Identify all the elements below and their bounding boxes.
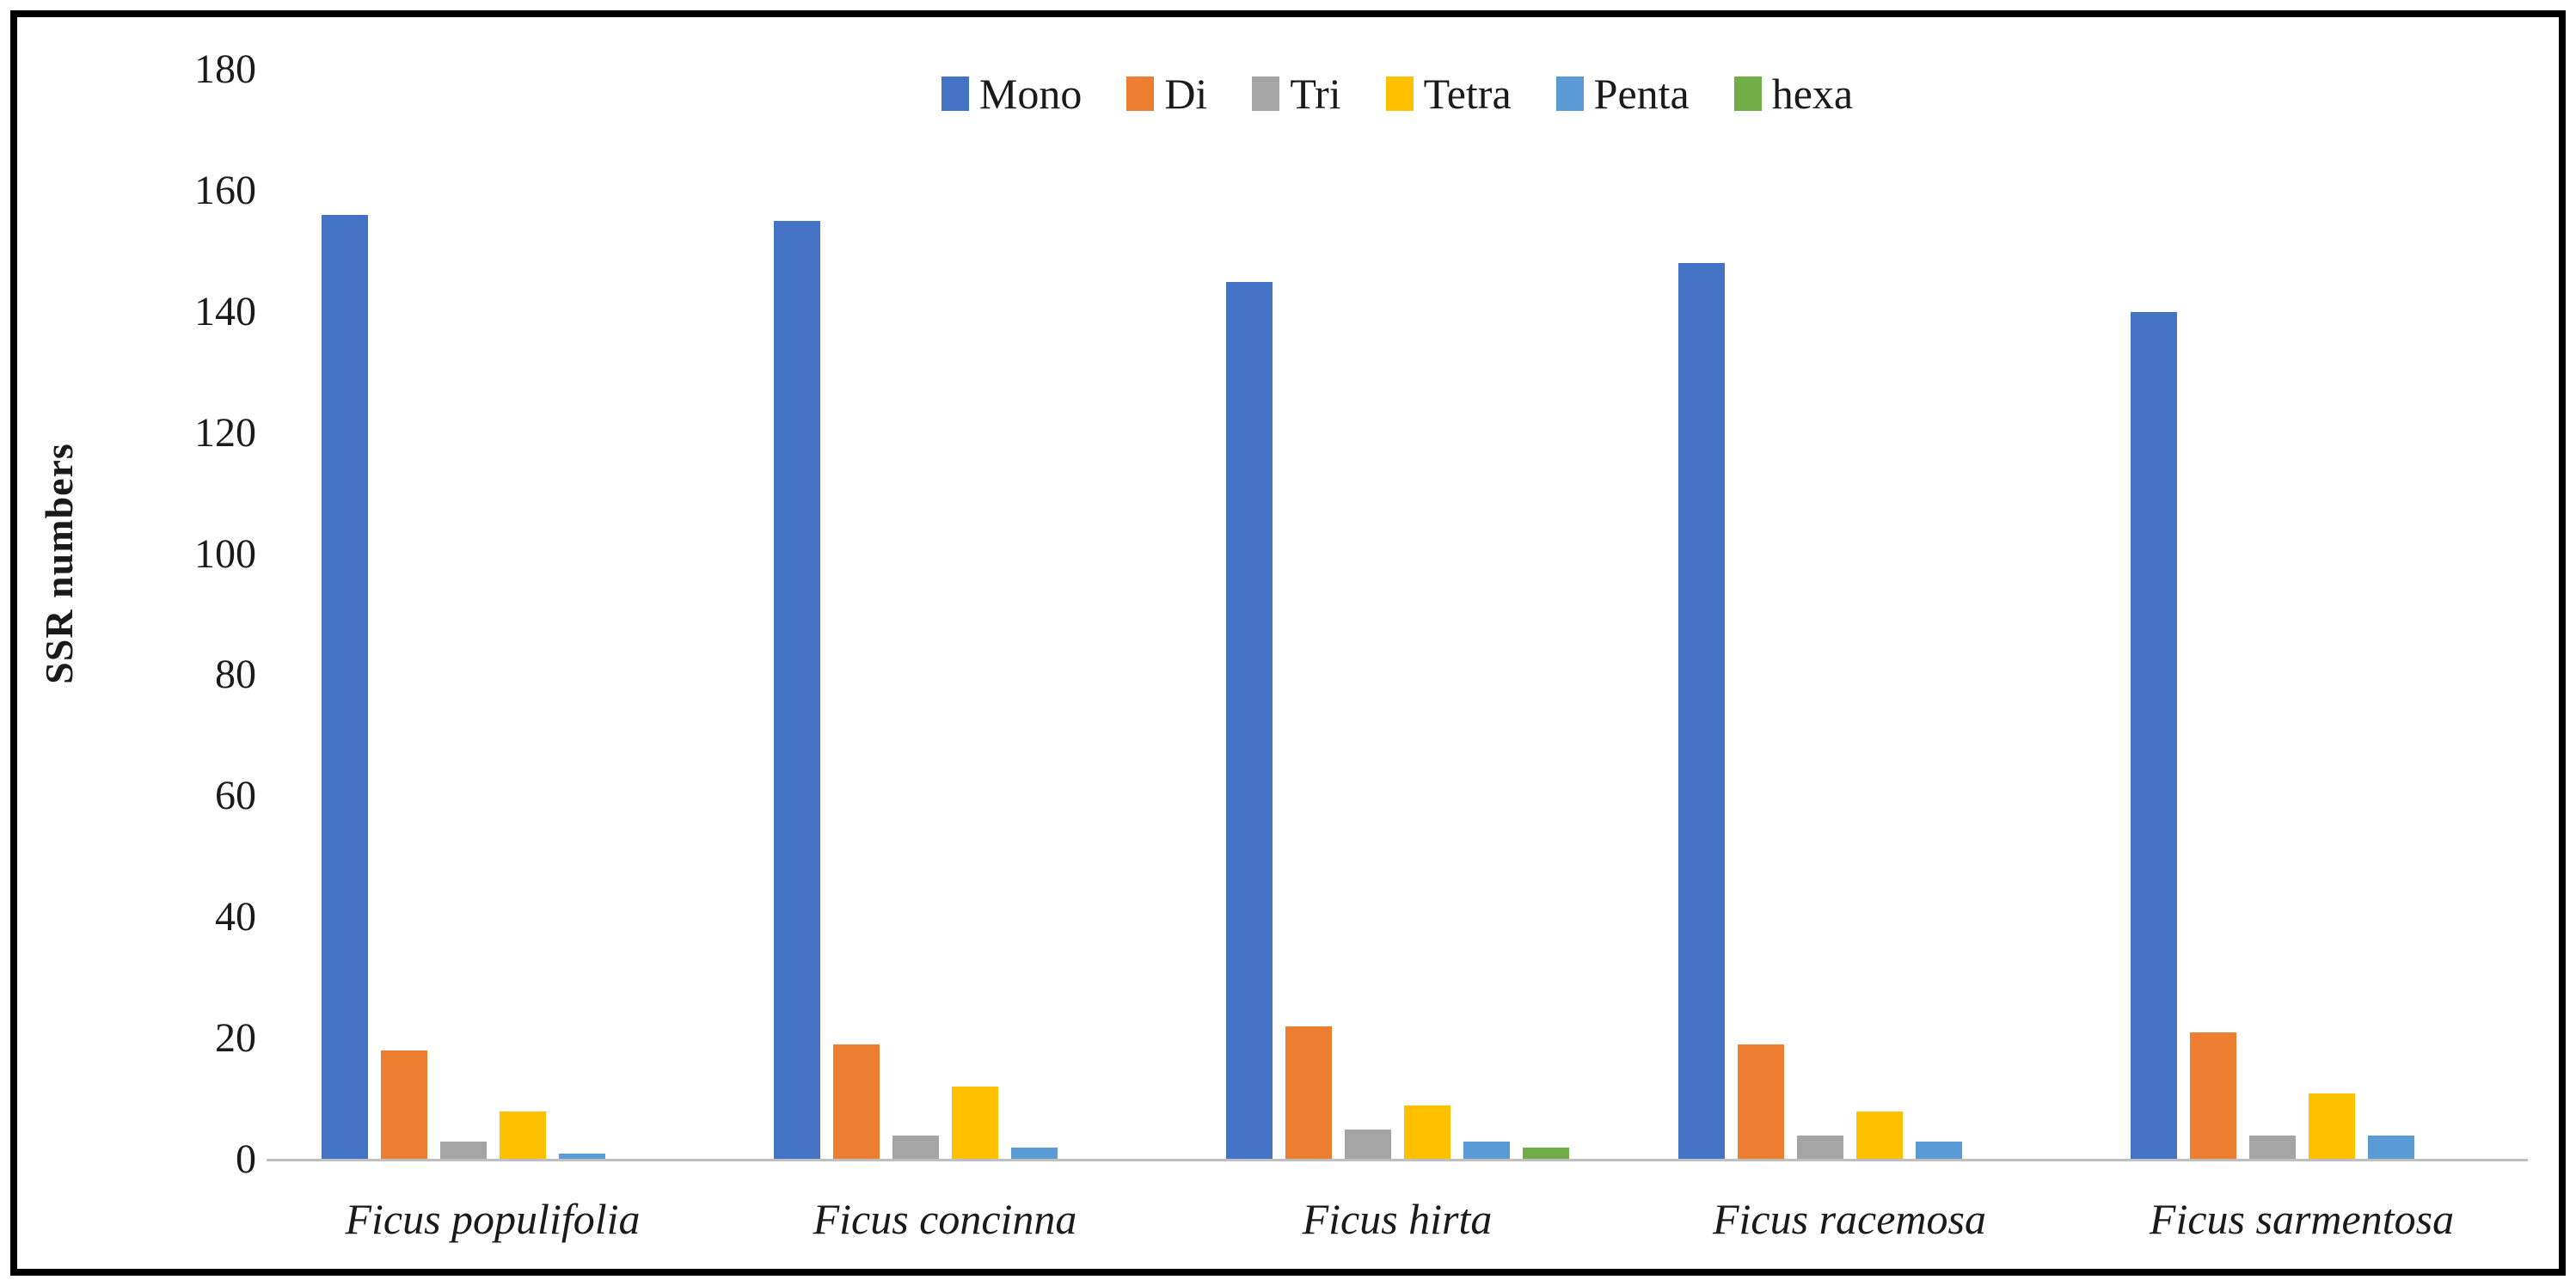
bar-di-ficus-sarmentosa [2189,1032,2236,1160]
bar-tetra-ficus-populifolia [499,1111,546,1160]
legend-item-tri: Tri [1252,70,1341,118]
legend-label: Tri [1290,70,1341,118]
bar-penta-ficus-populifolia [558,1154,605,1160]
legend-item-hexa: hexa [1733,70,1854,118]
legend-label: Di [1164,70,1208,118]
y-tick-label: 60 [215,773,256,819]
bar-tri-ficus-racemosa [1796,1136,1843,1160]
bar-group-ficus-sarmentosa [2076,70,2528,1160]
bar-di-ficus-concinna [832,1044,880,1160]
bar-penta-ficus-concinna [1010,1148,1058,1160]
x-axis-line [267,1159,2528,1161]
legend-swatch-icon [1385,77,1414,111]
x-axis-labels: Ficus populifolia Ficus concinna Ficus hir… [267,1193,2528,1245]
bar-tri-ficus-populifolia [439,1142,487,1160]
y-tick-label: 120 [194,409,256,456]
bar-di-ficus-populifolia [380,1050,427,1160]
bar-mono-ficus-hirta [1225,282,1273,1160]
bar-tri-ficus-sarmentosa [2248,1136,2296,1160]
bar-tetra-ficus-concinna [951,1087,998,1160]
plot-area [267,70,2528,1161]
y-tick-label: 40 [215,894,256,940]
bar-mono-ficus-sarmentosa [2130,312,2177,1160]
bar-tri-ficus-concinna [892,1136,939,1160]
bar-mono-ficus-concinna [773,221,820,1160]
bar-penta-ficus-sarmentosa [2367,1136,2414,1160]
y-axis-title: SSR numbers [36,442,81,684]
x-axis-label: Ficus racemosa [1713,1195,1986,1243]
bar-mono-ficus-populifolia [321,215,368,1160]
y-tick-label: 0 [236,1136,256,1182]
bar-tetra-ficus-hirta [1403,1105,1451,1160]
x-axis-label: Ficus populifolia [345,1195,641,1243]
bar-tetra-ficus-racemosa [1855,1111,1903,1160]
legend-item-tetra: Tetra [1385,70,1512,118]
legend-label: Penta [1593,70,1690,118]
y-tick-label: 180 [194,46,256,92]
bar-mono-ficus-racemosa [1677,263,1725,1160]
x-axis-label: Ficus concinna [813,1195,1077,1243]
bar-hexa-ficus-hirta [1522,1148,1569,1160]
legend-label: hexa [1771,70,1854,118]
bar-group-ficus-populifolia [267,70,719,1160]
y-axis-title-container: SSR numbers [7,70,110,1160]
y-axis-ticks: 0 20 40 60 80 100 120 140 160 180 [103,0,256,1286]
y-tick-label: 80 [215,652,256,698]
legend-item-mono: Mono [941,72,1082,115]
legend-label: Tetra [1423,70,1512,118]
legend-swatch-icon [1126,77,1155,111]
bar-di-ficus-racemosa [1737,1044,1784,1160]
legend-swatch-icon [1252,77,1280,111]
y-tick-label: 20 [215,1015,256,1062]
legend-item-penta: Penta [1555,70,1690,118]
chart-legend: Mono Di Tri Tetra Penta hexa [267,72,2528,115]
y-tick-label: 140 [194,288,256,334]
legend-item-di: Di [1126,72,1207,115]
x-axis-label: Ficus sarmentosa [2149,1195,2455,1243]
legend-swatch-icon [1555,77,1584,111]
bar-penta-ficus-hirta [1463,1142,1510,1160]
bar-tri-ficus-hirta [1344,1130,1391,1160]
bar-penta-ficus-racemosa [1915,1142,1962,1160]
bar-tetra-ficus-sarmentosa [2308,1093,2355,1160]
bar-group-ficus-hirta [1171,70,1623,1160]
x-axis-label: Ficus hirta [1302,1195,1493,1243]
legend-swatch-icon [1733,77,1762,111]
y-tick-label: 100 [194,530,256,577]
y-tick-label: 160 [194,167,256,213]
bar-group-ficus-racemosa [1623,70,2076,1160]
bar-di-ficus-hirta [1285,1026,1332,1160]
legend-swatch-icon [941,77,969,111]
bar-group-ficus-concinna [719,70,1171,1160]
legend-label: Mono [978,70,1083,118]
